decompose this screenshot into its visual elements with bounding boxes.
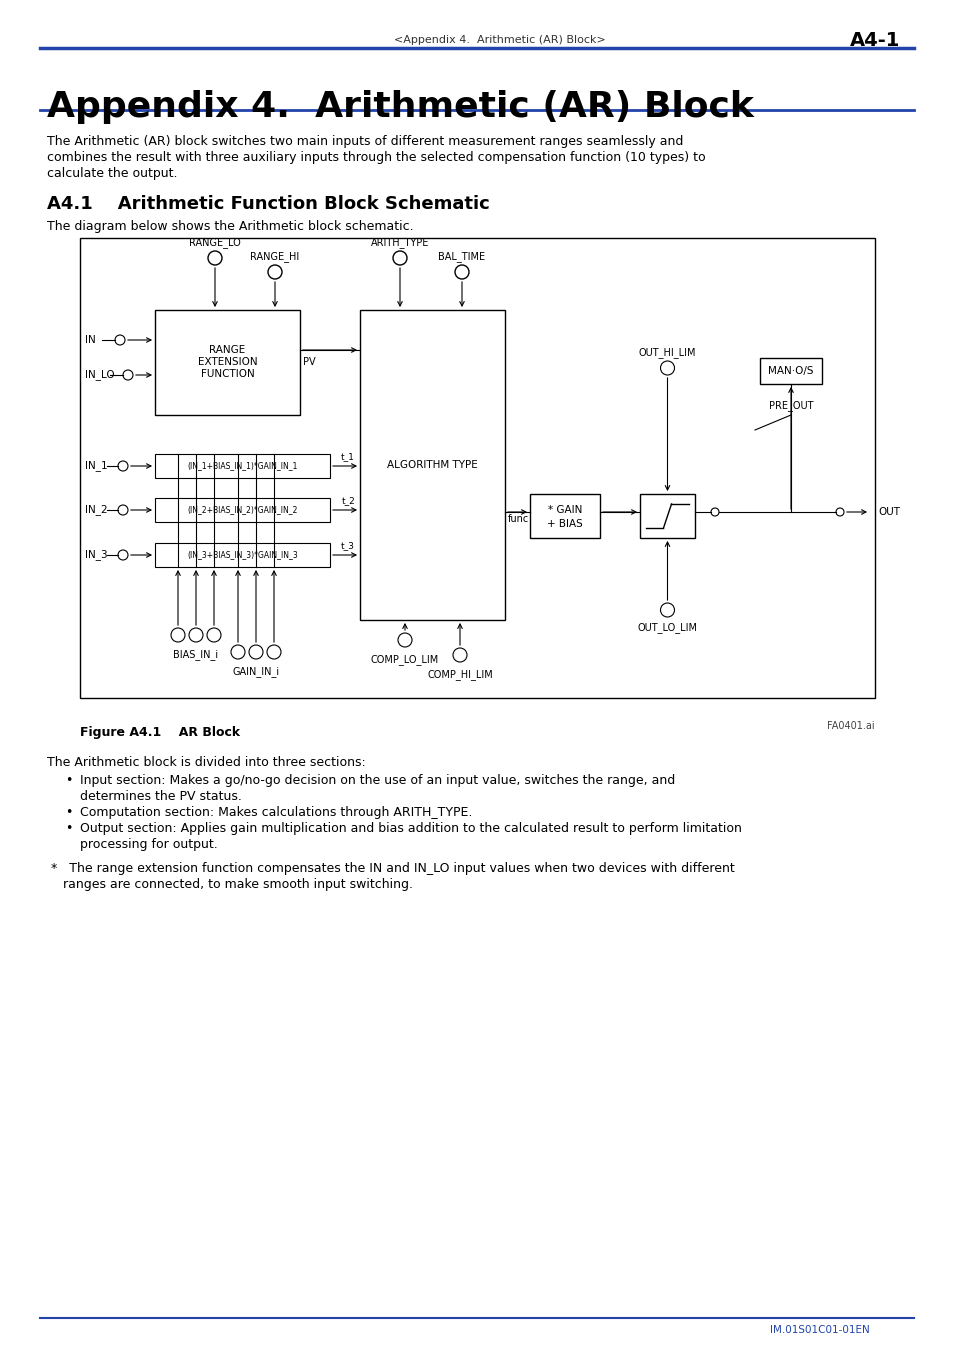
Bar xyxy=(760,358,821,383)
Circle shape xyxy=(710,508,719,516)
Circle shape xyxy=(659,360,674,375)
Text: OUT_HI_LIM: OUT_HI_LIM xyxy=(639,347,696,358)
Text: (IN_1+BIAS_IN_1)*GAIN_IN_1: (IN_1+BIAS_IN_1)*GAIN_IN_1 xyxy=(187,462,297,471)
Text: t_2: t_2 xyxy=(341,495,355,505)
Circle shape xyxy=(118,460,128,471)
Circle shape xyxy=(171,628,185,643)
Text: <Appendix 4.  Arithmetic (AR) Block>: <Appendix 4. Arithmetic (AR) Block> xyxy=(394,35,605,45)
Circle shape xyxy=(397,633,412,647)
Text: Appendix 4.  Arithmetic (AR) Block: Appendix 4. Arithmetic (AR) Block xyxy=(47,90,753,124)
Text: BAL_TIME: BAL_TIME xyxy=(438,251,485,262)
Text: ALGORITHM TYPE: ALGORITHM TYPE xyxy=(387,460,477,470)
Text: •: • xyxy=(65,774,72,787)
Text: A4.1    Arithmetic Function Block Schematic: A4.1 Arithmetic Function Block Schematic xyxy=(47,194,489,213)
Bar xyxy=(154,310,299,414)
Circle shape xyxy=(123,370,132,379)
Text: PRE_OUT: PRE_OUT xyxy=(768,400,812,410)
Circle shape xyxy=(835,508,843,516)
Circle shape xyxy=(231,645,245,659)
Text: MAN·O/S: MAN·O/S xyxy=(767,366,813,377)
Text: calculate the output.: calculate the output. xyxy=(47,167,177,180)
Text: A4-1: A4-1 xyxy=(849,31,899,50)
Text: Figure A4.1    AR Block: Figure A4.1 AR Block xyxy=(80,726,240,738)
Text: *   The range extension function compensates the IN and IN_LO input values when : * The range extension function compensat… xyxy=(47,863,734,875)
Bar xyxy=(154,498,330,522)
Circle shape xyxy=(208,251,222,265)
Text: func: func xyxy=(507,514,529,524)
Circle shape xyxy=(118,505,128,514)
Circle shape xyxy=(393,251,407,265)
Text: ranges are connected, to make smooth input switching.: ranges are connected, to make smooth inp… xyxy=(47,878,413,891)
Text: OUT: OUT xyxy=(877,508,899,517)
Bar xyxy=(639,494,695,539)
Text: (IN_2+BIAS_IN_2)*GAIN_IN_2: (IN_2+BIAS_IN_2)*GAIN_IN_2 xyxy=(187,505,297,514)
Text: RANGE_HI: RANGE_HI xyxy=(250,251,299,262)
Text: GAIN_IN_i: GAIN_IN_i xyxy=(233,666,279,676)
Circle shape xyxy=(249,645,263,659)
Text: ARITH_TYPE: ARITH_TYPE xyxy=(371,238,429,248)
Text: COMP_LO_LIM: COMP_LO_LIM xyxy=(371,653,438,666)
Text: RANGE: RANGE xyxy=(209,346,245,355)
Text: Input section: Makes a go/no-go decision on the use of an input value, switches : Input section: Makes a go/no-go decision… xyxy=(80,774,675,787)
Circle shape xyxy=(453,648,467,662)
Text: Output section: Applies gain multiplication and bias addition to the calculated : Output section: Applies gain multiplicat… xyxy=(80,822,741,836)
Text: determines the PV status.: determines the PV status. xyxy=(80,790,242,803)
Bar xyxy=(154,543,330,567)
Text: PV: PV xyxy=(303,356,315,367)
Text: IN_LO: IN_LO xyxy=(85,370,114,381)
Circle shape xyxy=(659,603,674,617)
Text: Computation section: Makes calculations through ARITH_TYPE.: Computation section: Makes calculations … xyxy=(80,806,472,819)
Text: * GAIN: * GAIN xyxy=(547,505,581,514)
Text: processing for output.: processing for output. xyxy=(80,838,217,850)
Text: FA0401.ai: FA0401.ai xyxy=(826,721,874,730)
Text: IN_1: IN_1 xyxy=(85,460,108,471)
Text: + BIAS: + BIAS xyxy=(547,518,582,529)
Text: RANGE_LO: RANGE_LO xyxy=(189,238,240,248)
Text: IN: IN xyxy=(85,335,95,346)
Text: t_1: t_1 xyxy=(341,452,355,460)
Circle shape xyxy=(207,628,221,643)
Text: OUT_LO_LIM: OUT_LO_LIM xyxy=(637,622,697,633)
Circle shape xyxy=(118,549,128,560)
Text: COMP_HI_LIM: COMP_HI_LIM xyxy=(427,670,493,680)
Text: IN_2: IN_2 xyxy=(85,505,108,516)
Text: IM.01S01C01-01EN: IM.01S01C01-01EN xyxy=(769,1324,869,1335)
Bar xyxy=(359,310,504,620)
Text: •: • xyxy=(65,822,72,836)
Text: t_3: t_3 xyxy=(341,541,355,549)
Text: •: • xyxy=(65,806,72,819)
Circle shape xyxy=(189,628,203,643)
Text: The Arithmetic (AR) block switches two main inputs of different measurement rang: The Arithmetic (AR) block switches two m… xyxy=(47,135,682,148)
Bar xyxy=(530,494,599,539)
Circle shape xyxy=(455,265,469,279)
Bar xyxy=(154,454,330,478)
Text: (IN_3+BIAS_IN_3)*GAIN_IN_3: (IN_3+BIAS_IN_3)*GAIN_IN_3 xyxy=(187,551,297,559)
Circle shape xyxy=(268,265,282,279)
Text: BIAS_IN_i: BIAS_IN_i xyxy=(173,649,218,660)
Text: EXTENSION: EXTENSION xyxy=(197,358,257,367)
Circle shape xyxy=(267,645,281,659)
Text: FUNCTION: FUNCTION xyxy=(200,370,254,379)
Text: The Arithmetic block is divided into three sections:: The Arithmetic block is divided into thr… xyxy=(47,756,365,770)
Circle shape xyxy=(115,335,125,346)
Text: combines the result with three auxiliary inputs through the selected compensatio: combines the result with three auxiliary… xyxy=(47,151,705,163)
Bar xyxy=(80,238,874,698)
Text: IN_3: IN_3 xyxy=(85,549,108,560)
Text: The diagram below shows the Arithmetic block schematic.: The diagram below shows the Arithmetic b… xyxy=(47,220,414,234)
